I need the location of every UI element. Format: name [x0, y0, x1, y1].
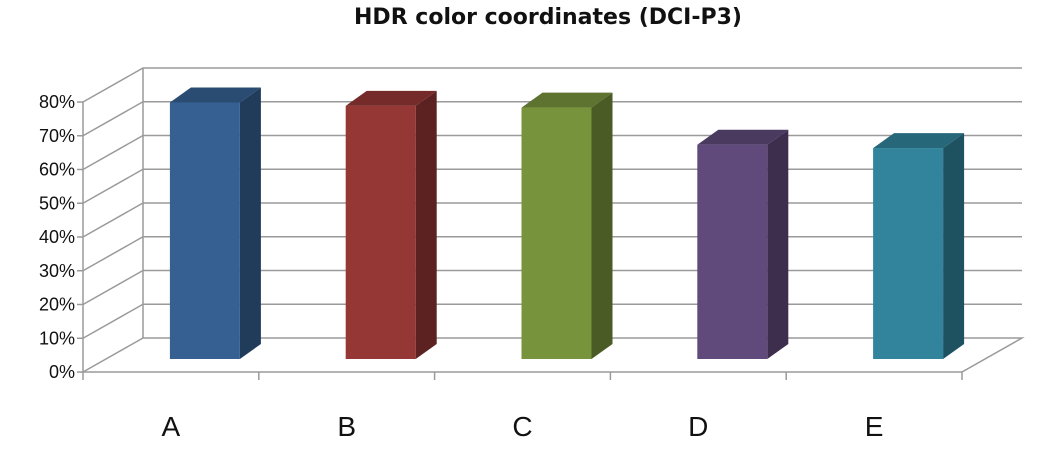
bar-top-face [521, 92, 613, 108]
y-tick-label: 60% [39, 160, 75, 180]
y-tick-label: 80% [39, 92, 75, 112]
x-tick-label: C [512, 411, 532, 442]
bar-C [521, 92, 613, 359]
bar-side-face [415, 90, 437, 359]
y-tick-label: 50% [39, 193, 75, 213]
bar-top-face [345, 90, 437, 106]
bar-E [873, 133, 965, 359]
bar-front-face [169, 102, 240, 359]
bar-front-face [697, 144, 768, 359]
bar-front-face [873, 148, 944, 359]
y-tick-label: 0% [49, 362, 75, 382]
y-tick-label: 10% [39, 328, 75, 348]
x-tick-label: D [688, 411, 708, 442]
gridline [82, 101, 1022, 137]
chart-title: HDR color coordinates (DCI-P3) [354, 5, 742, 30]
bar-D [697, 129, 789, 359]
gridline [82, 67, 1022, 103]
y-tick-label: 30% [39, 261, 75, 281]
x-tick-label: A [162, 411, 181, 442]
bar-A [169, 87, 261, 359]
bar-side-face [591, 92, 613, 359]
y-tick-label: 70% [39, 126, 75, 146]
bar-side-face [767, 129, 789, 359]
bar-B [345, 90, 437, 359]
bar-top-face [697, 129, 789, 145]
y-tick-label: 40% [39, 227, 75, 247]
bar-side-face [239, 87, 261, 359]
x-tick-label: B [337, 411, 356, 442]
x-tick-label: E [865, 411, 884, 442]
bar-side-face [943, 133, 965, 359]
bar-top-face [169, 87, 261, 103]
y-tick-label: 20% [39, 295, 75, 315]
bar-front-face [521, 107, 592, 359]
bar-front-face [345, 105, 416, 359]
bar-top-face [873, 133, 965, 149]
